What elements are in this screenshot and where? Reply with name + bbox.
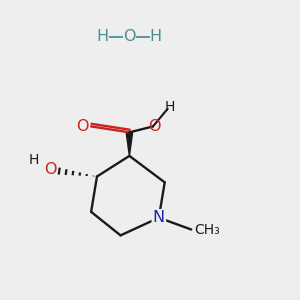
- Text: O: O: [44, 162, 57, 177]
- Text: H: H: [165, 100, 175, 114]
- Text: H: H: [97, 29, 109, 44]
- Text: H: H: [150, 29, 162, 44]
- Text: CH₃: CH₃: [194, 223, 220, 236]
- Text: N: N: [153, 210, 165, 225]
- Text: H: H: [28, 153, 39, 167]
- Polygon shape: [126, 132, 133, 156]
- Text: O: O: [123, 29, 136, 44]
- Text: O: O: [76, 119, 89, 134]
- Text: O: O: [148, 119, 161, 134]
